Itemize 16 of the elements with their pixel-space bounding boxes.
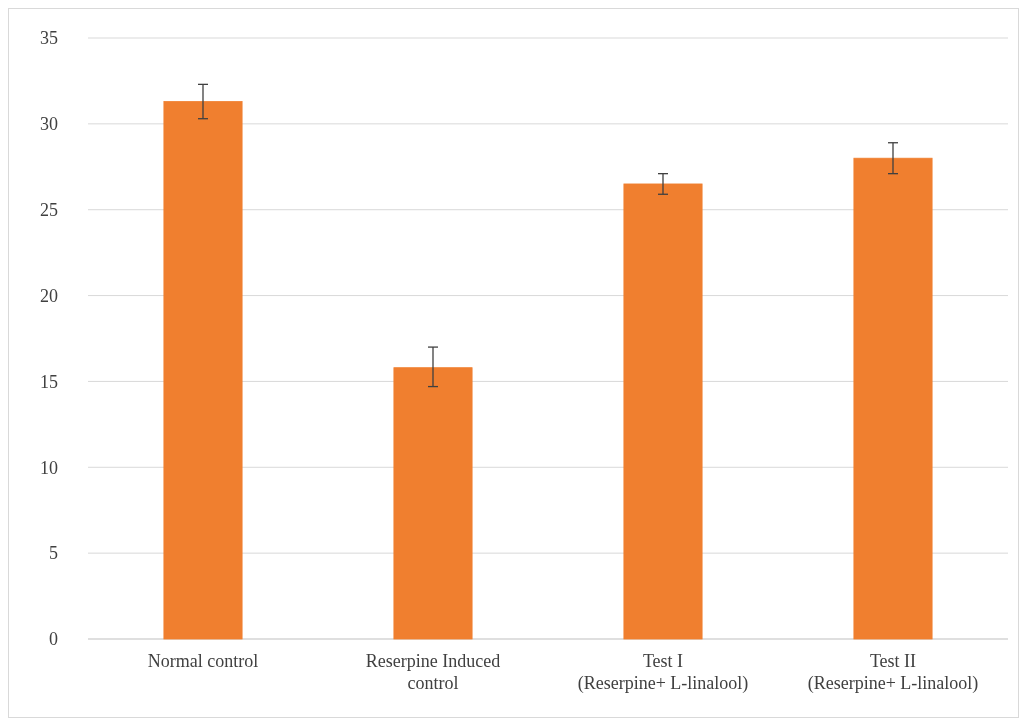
x-tick-label: Test I (Reserpine+ L-linalool) [577,651,749,694]
y-tick-label: 0 [49,629,58,650]
y-tick-label: 30 [40,114,58,135]
x-tick-label: Reserpine Induced control [365,651,501,693]
y-tick-label: 15 [40,371,58,392]
y-tick-label: 10 [40,457,58,478]
bar [623,183,703,640]
x-tick-label: Test II (Reserpine+ L-linalool) [807,651,979,694]
bar [163,101,243,640]
bar [853,157,933,640]
y-tick-label: 25 [40,200,58,221]
y-tick-label: 35 [40,28,58,49]
y-tick-label: 20 [40,285,58,306]
y-tick-label: 5 [49,543,58,564]
x-tick-label: Normal control [147,651,259,671]
bar [393,367,473,640]
